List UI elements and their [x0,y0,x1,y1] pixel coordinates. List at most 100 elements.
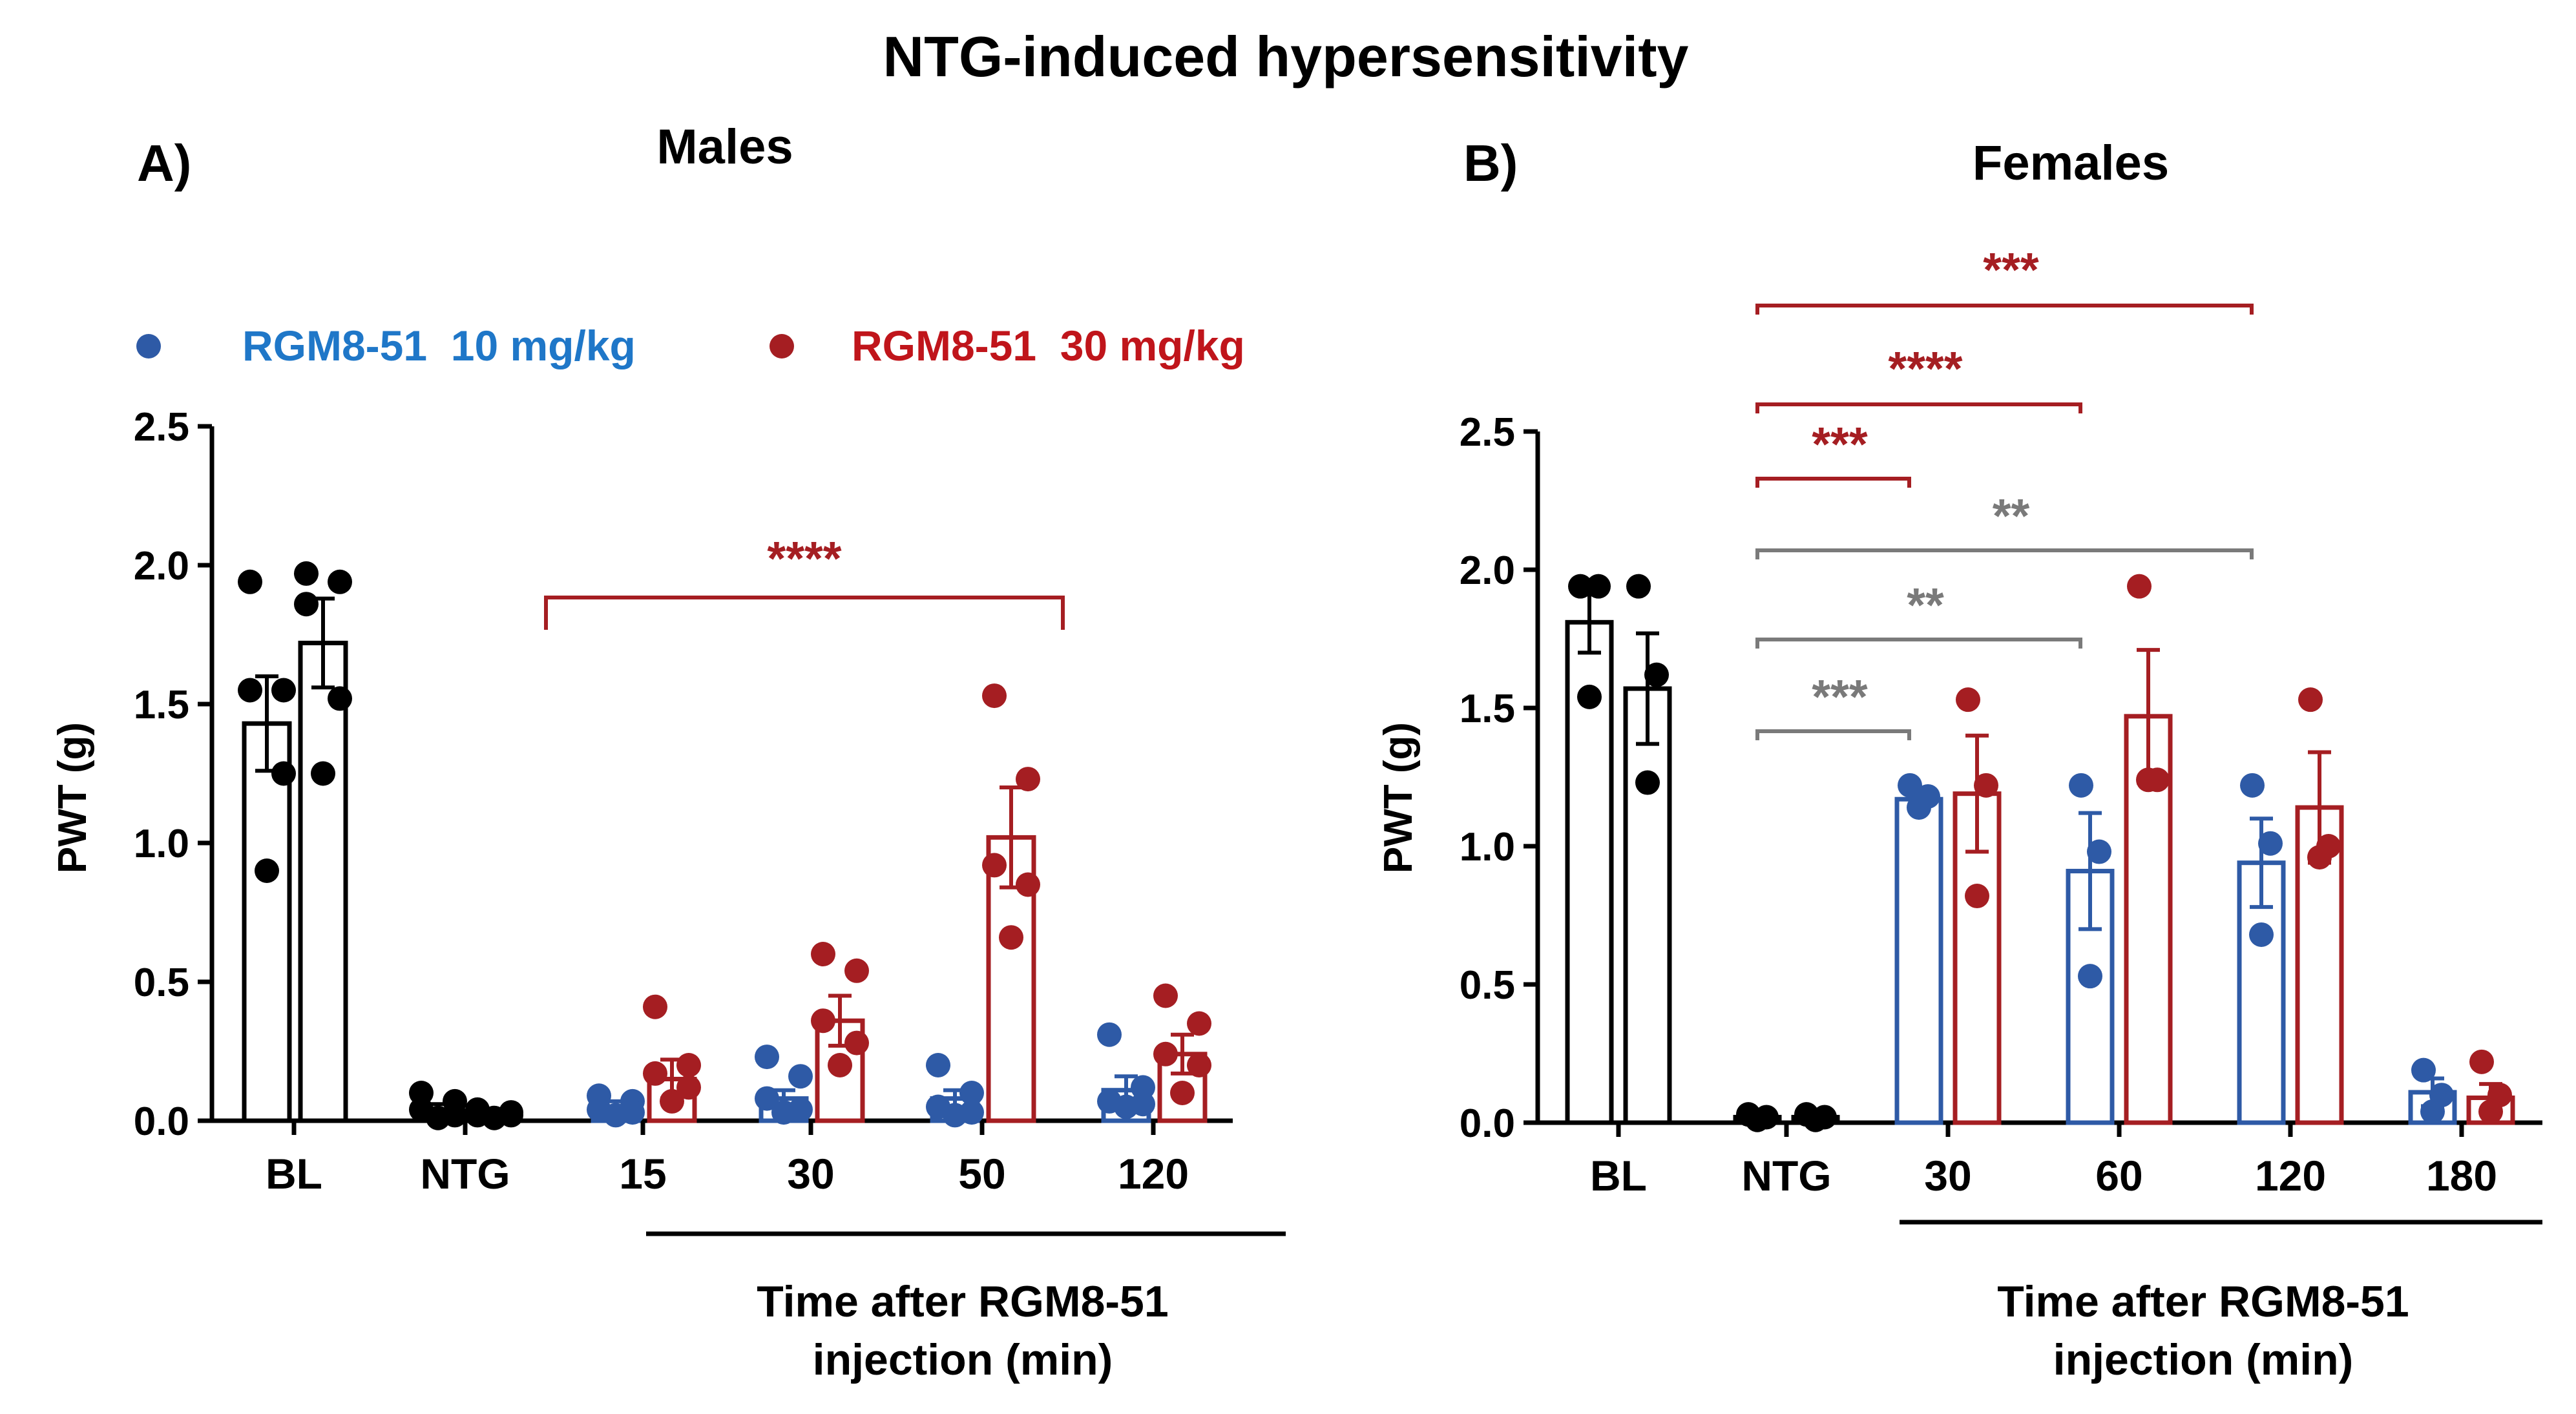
data-point [643,1061,667,1086]
y-tick-label: 1.5 [134,683,189,727]
data-point [2249,922,2274,947]
x-tick-label: 30 [1924,1152,1971,1200]
data-point [771,1100,796,1125]
data-point [1965,884,1989,909]
x-tick-label: 180 [2426,1152,2497,1200]
significance-label: *** [1812,670,1868,723]
data-point [755,1045,779,1070]
significance-line [1755,729,1911,740]
data-point [603,1103,628,1128]
significance-line [1755,638,2082,649]
significance-label: ** [1907,578,1944,632]
data-point [1170,1081,1195,1105]
data-point [2240,773,2265,798]
data-point [982,683,1007,709]
data-point [1568,574,1593,599]
significance-bracket [544,596,1065,630]
bar [242,721,292,1123]
data-point [811,942,835,966]
y-tick-label: 2.5 [1460,410,1515,455]
data-point [811,1008,835,1034]
data-point [1153,983,1178,1008]
x-tick-label: 120 [1118,1150,1189,1198]
y-tick-label: 1.5 [1460,687,1515,731]
significance-line [1755,402,2082,413]
data-point [482,1105,507,1130]
significance-label: ** [1993,489,2030,543]
data-point [1114,1094,1138,1119]
significance-line [1755,477,1911,488]
significance-line [1755,304,2254,315]
data-point [238,678,262,703]
panel-title-females: Females [1973,136,2169,191]
significance-label: **** [1888,342,1962,395]
data-point [788,1064,813,1089]
x-tick-label: 30 [787,1150,834,1198]
data-point [1187,1011,1211,1036]
data-point [255,858,279,883]
bar [298,640,348,1123]
data-point [1016,872,1040,897]
panel-males: A) Males PWT (g) Time after RGM8-51 inje… [50,120,1286,1384]
data-point [426,1105,450,1130]
y-tick-label: 0.5 [1460,963,1515,1008]
x-axis-label-line2: injection (min) [2053,1335,2354,1384]
legend: RGM8-51 10 mg/kg RGM8-51 30 mg/kg [136,322,1245,369]
x-axis-label-line1: Time after RGM8-51 [1997,1277,2409,1326]
y-axis-label: PWT (g) [1376,722,1421,873]
y-tick-label: 0.0 [134,1099,189,1144]
data-point [2411,1057,2436,1083]
data-point [844,958,869,983]
data-point [676,1075,701,1100]
data-point [2258,831,2283,856]
data-point [959,1081,984,1105]
x-tick-label: NTG [1741,1152,1831,1200]
data-point [1745,1107,1770,1132]
panel-label-a: A) [137,134,191,192]
y-tick-label: 2.0 [134,544,189,588]
significance-label: **** [767,532,841,585]
data-point [1907,795,1931,820]
data-point [1956,687,1980,712]
data-point [660,1088,684,1114]
data-point [828,1053,852,1077]
y-tick-label: 0.0 [1460,1101,1515,1146]
data-point [271,761,296,786]
legend-marker-10mg [136,334,161,359]
data-point [926,1053,950,1077]
significance-label: *** [1812,417,1868,471]
legend-marker-30mg [770,334,794,359]
data-point [844,1030,869,1055]
data-point [2298,687,2323,712]
legend-label-10mg: RGM8-51 10 mg/kg [242,322,636,369]
data-point [311,761,335,786]
data-point [1187,1053,1211,1077]
data-point [2127,574,2152,599]
panel-females: B) Females PWT (g) Time after RGM8-51 in… [1376,134,2542,1384]
y-tick-label: 1.0 [134,822,189,866]
y-tick-label: 2.0 [1460,548,1515,593]
panel-title-males: Males [656,120,793,174]
data-point [1577,684,1602,709]
x-tick-label: 60 [2095,1152,2142,1200]
bar [1623,686,1672,1125]
significance-line [1755,548,2254,559]
x-tick-label: NTG [420,1150,510,1198]
x-tick-label: 15 [619,1150,666,1198]
data-point [328,569,352,594]
data-point [1635,770,1660,795]
data-point [2420,1099,2445,1124]
x-axis-label-line2: injection (min) [813,1335,1113,1384]
x-tick-label: 50 [958,1150,1005,1198]
data-point [238,569,262,594]
data-point [1898,773,1922,798]
y-tick-label: 1.0 [1460,825,1515,869]
panel-label-b: B) [1463,134,1518,192]
data-point [999,925,1023,950]
data-point [982,853,1007,878]
data-point [2478,1099,2503,1124]
data-point [1153,1041,1178,1066]
data-point [1803,1107,1828,1132]
data-point [1644,662,1669,687]
figure-title: NTG-induced hypersensitivity [883,25,1689,88]
